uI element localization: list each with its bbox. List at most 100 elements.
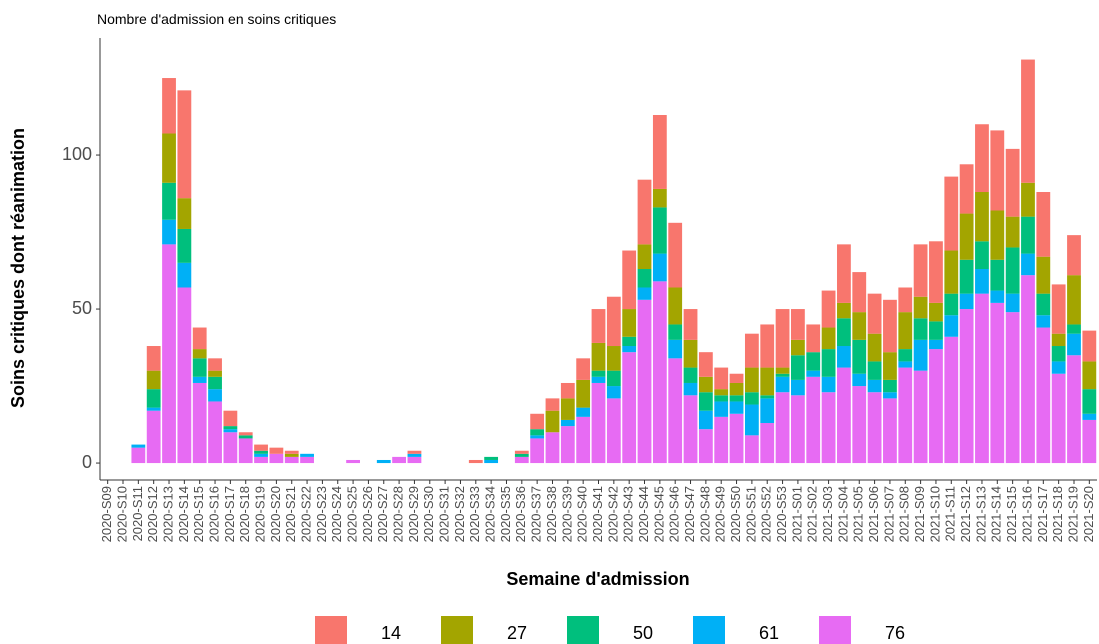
bar-segment bbox=[913, 339, 928, 371]
bar-segment bbox=[1082, 413, 1097, 420]
x-tick-label: 2021-S01 bbox=[789, 486, 804, 542]
bar-segment bbox=[254, 444, 268, 451]
bar-segment bbox=[407, 456, 422, 464]
bar-segment bbox=[990, 130, 1005, 211]
bar-segment bbox=[837, 244, 851, 303]
bar-segment bbox=[530, 429, 545, 436]
legend-label: 76 bbox=[885, 623, 905, 643]
bar-segment bbox=[790, 395, 805, 464]
bar-segment bbox=[837, 302, 851, 319]
x-tick-label: 2021-S12 bbox=[958, 486, 973, 542]
x-tick-label: 2021-S20 bbox=[1081, 486, 1096, 542]
bar-segment bbox=[1005, 247, 1020, 294]
bar-segment bbox=[714, 395, 729, 402]
bar-segment bbox=[668, 287, 683, 325]
bar-segment bbox=[1036, 293, 1051, 316]
bar-segment bbox=[883, 352, 897, 380]
bar-segment bbox=[867, 361, 882, 380]
bar-segment bbox=[775, 373, 790, 377]
bar-segment bbox=[683, 367, 698, 383]
bar-segment bbox=[729, 401, 744, 414]
bar-segment bbox=[744, 392, 759, 405]
bar-segment bbox=[898, 312, 913, 350]
x-tick-label: 2020-S34 bbox=[483, 486, 498, 542]
bar-segment bbox=[1051, 284, 1066, 334]
x-tick-label: 2020-S31 bbox=[437, 486, 452, 542]
bar-segment bbox=[591, 382, 606, 464]
x-tick-label: 2020-S18 bbox=[237, 486, 252, 542]
x-tick-label: 2020-S33 bbox=[467, 486, 482, 542]
bar-segment bbox=[1051, 333, 1066, 347]
x-tick-label: 2020-S19 bbox=[252, 486, 267, 542]
bar-segment bbox=[514, 450, 529, 454]
bar-segment bbox=[668, 324, 683, 340]
bar-segment bbox=[606, 398, 621, 464]
bar-segment bbox=[852, 373, 867, 387]
bar-segment bbox=[821, 392, 836, 464]
bar-segment bbox=[744, 367, 759, 393]
x-tick-label: 2020-S09 bbox=[99, 486, 114, 542]
bar-segment bbox=[837, 367, 851, 464]
bar-segment bbox=[1067, 355, 1081, 464]
bar-segment bbox=[407, 453, 422, 457]
bar-segment bbox=[790, 309, 805, 340]
bar-segment bbox=[959, 309, 974, 464]
x-tick-label: 2020-S16 bbox=[206, 486, 221, 542]
x-tick-label: 2020-S22 bbox=[299, 486, 314, 542]
y-tick-label: 100 bbox=[62, 144, 92, 164]
bar-segment bbox=[1051, 361, 1066, 374]
bar-segment bbox=[192, 382, 207, 464]
x-tick-label: 2020-S10 bbox=[114, 486, 129, 542]
bar-segment bbox=[929, 241, 943, 303]
bar-segment bbox=[1021, 275, 1035, 464]
x-tick-label: 2020-S44 bbox=[636, 486, 651, 542]
bar-segment bbox=[606, 370, 621, 387]
x-tick-label: 2020-S48 bbox=[697, 486, 712, 542]
x-tick-label: 2021-S10 bbox=[927, 486, 942, 542]
bar-segment bbox=[668, 358, 683, 464]
bar-segment bbox=[223, 432, 238, 464]
bar-segment bbox=[591, 376, 606, 383]
bar-segment bbox=[622, 309, 637, 337]
bar-segment bbox=[698, 429, 713, 464]
bar-segment bbox=[714, 416, 729, 464]
x-tick-label: 2020-S42 bbox=[605, 486, 620, 542]
bar-segment bbox=[622, 352, 637, 464]
bar-segment bbox=[714, 389, 729, 396]
bar-segment bbox=[484, 456, 499, 460]
bar-segment bbox=[560, 382, 575, 399]
bar-segment bbox=[652, 207, 667, 254]
bar-segment bbox=[208, 376, 222, 390]
bar-segment bbox=[1067, 235, 1081, 276]
bar-segment bbox=[852, 272, 867, 313]
bar-segment bbox=[484, 459, 499, 464]
bar-segment bbox=[1005, 312, 1020, 464]
x-tick-label: 2020-S47 bbox=[682, 486, 697, 542]
bar-segment bbox=[1021, 182, 1035, 217]
x-tick-label: 2020-S46 bbox=[667, 486, 682, 542]
x-tick-label: 2020-S50 bbox=[728, 486, 743, 542]
legend-swatch bbox=[315, 616, 347, 644]
bar-segment bbox=[729, 373, 744, 383]
bar-segment bbox=[652, 253, 667, 282]
bar-segment bbox=[468, 459, 483, 464]
bar-segment bbox=[269, 453, 284, 464]
y-axis-title: Soins critiques dont réanimation bbox=[8, 128, 28, 408]
bar-segment bbox=[852, 312, 867, 340]
legend-label: 61 bbox=[759, 623, 779, 643]
bar-segment bbox=[1082, 389, 1097, 414]
bar-segment bbox=[683, 382, 698, 396]
bar-segment bbox=[683, 309, 698, 340]
bar-segment bbox=[223, 426, 238, 430]
bar-segment bbox=[944, 315, 959, 337]
bar-segment bbox=[162, 182, 176, 220]
bar-segment bbox=[1036, 327, 1051, 464]
bar-segment bbox=[560, 426, 575, 464]
bar-segment bbox=[775, 367, 790, 374]
bar-segment bbox=[254, 456, 268, 464]
bar-segment bbox=[300, 453, 314, 457]
bar-segment bbox=[284, 456, 299, 464]
bar-segment bbox=[959, 259, 974, 294]
bar-segment bbox=[177, 262, 192, 288]
bar-segment bbox=[806, 324, 821, 353]
